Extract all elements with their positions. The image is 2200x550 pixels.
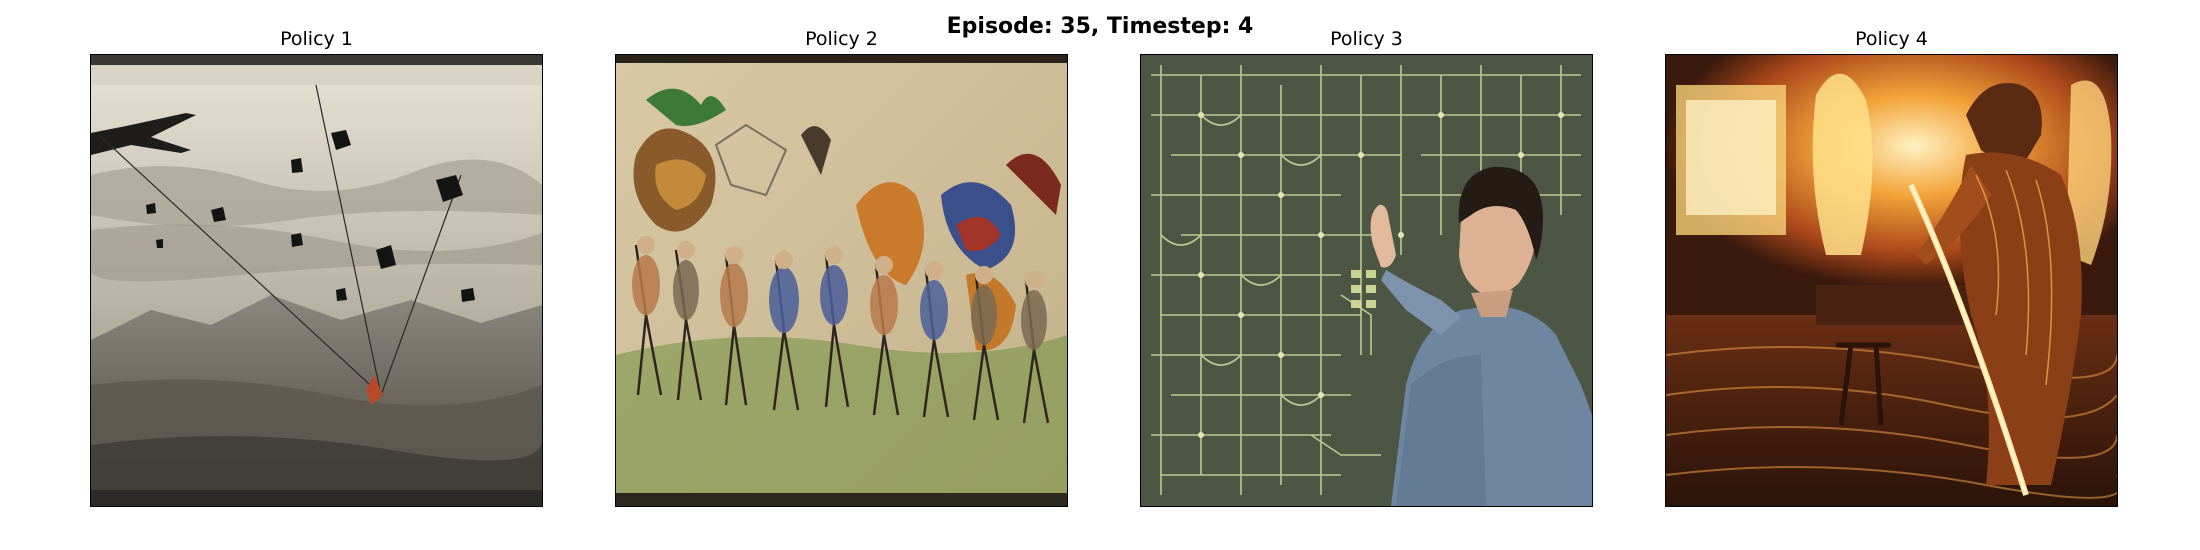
policy-3-image [1140, 54, 1593, 507]
policy-panel-1: Policy 1 [90, 26, 543, 507]
policy-2-title: Policy 2 [805, 28, 878, 50]
policy-1-image [90, 54, 543, 507]
policy-3-title: Policy 3 [1330, 28, 1403, 50]
policy-2-image [615, 54, 1068, 507]
policy-4-title: Policy 4 [1855, 28, 1928, 50]
policy-4-image [1665, 54, 2118, 507]
policy-1-title: Policy 1 [280, 28, 353, 50]
policy-panel-4: Policy 4 [1665, 26, 2118, 507]
policy-panel-3: Policy 3 [1140, 26, 1593, 507]
figure-title: Episode: 35, Timestep: 4 [946, 14, 1254, 39]
policy-panel-2: Policy 2 [615, 26, 1068, 507]
